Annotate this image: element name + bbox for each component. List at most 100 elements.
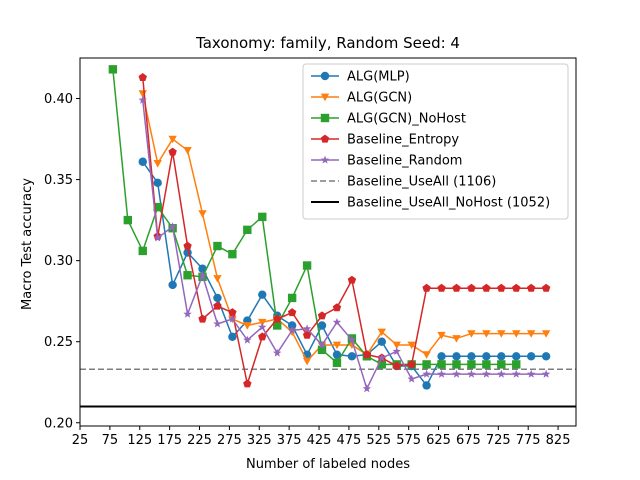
y-tick-label-4: 0.35 [44,173,73,188]
series-1-point-17 [377,337,386,346]
series-4-point-8 [243,379,252,388]
series-5-point-24 [482,369,491,378]
series-2-point-9 [258,318,267,327]
series-2-point-4 [183,147,192,155]
series-4-point-12 [302,330,312,339]
series-5-point-7 [228,314,237,323]
series-4-point-27 [526,283,536,292]
series-4-point-23 [467,283,476,292]
series-2-point-23 [467,330,476,338]
x-tick-label-5: 225 [187,433,212,448]
series-4-point-20 [422,283,431,292]
series-line-5 [142,100,547,390]
series-5-point-12 [302,324,312,333]
legend-box [302,63,569,220]
series-5-point-27 [526,369,536,378]
series-5-point-21 [437,369,446,378]
series-4-point-5 [198,314,207,323]
legend: ALG(MLP) ALG(GCN) ALG(GCN)_NoHost Baseline_… [302,63,569,220]
x-tick-label-11: 525 [366,433,391,448]
series-4-point-11 [287,308,297,317]
chart-title: Taxonomy: family, Random Seed: 4 [195,34,460,52]
series-1-point-9 [258,290,267,299]
series-1-point-14 [332,350,342,359]
series-4-point-28 [541,283,551,292]
series-5-point-4 [183,309,192,318]
x-axis-label: Number of labeled nodes [246,457,410,472]
series-2-point-8 [243,322,252,330]
legend-label-6: Baseline_UseAll (1106) [347,175,496,190]
series-3-point-8 [213,241,222,251]
series-5-point-19 [407,374,416,383]
series-4-point-19 [407,359,416,368]
series-4-point-21 [437,283,446,292]
series-line-2 [142,93,547,362]
series-3-point-16 [332,358,342,367]
series-5-point-17 [377,353,386,362]
legend-marker-4 [320,134,330,143]
series-2-point-24 [482,330,491,338]
x-tick-label-10: 475 [337,433,362,448]
x-tick-label-9: 425 [307,433,332,448]
series-1-point-24 [482,352,491,361]
series-line-4 [142,77,547,385]
series-4-point-25 [497,283,506,292]
legend-label-2: ALG(GCN) [347,91,412,106]
x-tick-label-8: 375 [277,433,302,448]
series-2-point-25 [497,330,506,338]
legend-label-3: ALG(GCN)_NoHost [347,112,466,127]
series-5-point-11 [287,325,297,334]
series-3-point-6 [183,271,192,280]
series-5-point-3 [168,222,177,231]
series-1-point-11 [287,321,297,330]
series-3-point-26 [482,360,491,369]
series-3-point-13 [287,293,297,303]
series-5-point-1 [138,95,147,104]
series-2-point-12 [302,357,312,366]
series-4-point-13 [317,311,327,320]
series-5-point-28 [541,369,551,378]
y-tick-label-2: 0.25 [44,335,73,350]
series-2-point-27 [526,330,536,338]
y-axis-label: Macro Test accuracy [20,178,35,310]
series-3-point-4 [153,202,162,212]
x-tick-label-4: 175 [157,433,182,448]
series-1-point-2 [153,178,162,188]
series-5-point-13 [317,340,327,349]
series-1-point-1 [138,157,147,166]
series-2-point-19 [407,341,416,350]
legend-label-5: Baseline_Random [347,154,462,169]
series-1-point-27 [526,352,536,361]
x-tick-label-1: 25 [72,433,89,448]
series-5-point-20 [422,369,431,378]
series-4-point-10 [273,314,282,323]
legend-marker-5 [320,155,330,164]
series-4-point-18 [392,361,401,370]
plot-area: 25 75 125 175 225 275 325 375 425 475 525 575 625 675… [44,57,577,448]
series-1-point-3 [168,280,177,290]
series-5-point-10 [273,348,282,357]
series-3-point-14 [302,261,312,270]
series-5-point-8 [243,335,252,344]
series-5-point-16 [362,384,372,393]
series-4-point-15 [347,275,357,284]
series-2-point-3 [168,135,177,144]
series-5-point-25 [497,369,506,378]
series-1-point-20 [422,381,431,390]
series-3-point-1 [108,65,118,74]
series-5-point-2 [153,233,162,242]
x-tick-label-16: 775 [516,433,541,448]
series-3-point-15 [317,345,327,355]
series-1-point-6 [213,293,222,303]
legend-marker-2 [320,93,330,102]
series-4-point-4 [183,241,192,250]
series-5-point-23 [467,369,476,378]
series-3-point-2 [123,215,133,225]
y-tick-label-1: 0.20 [44,416,73,431]
series-2-point-22 [452,335,461,343]
y-tick-label-3: 0.30 [44,254,73,269]
x-tick-label-15: 725 [486,433,511,448]
series-2-point-6 [213,275,222,283]
